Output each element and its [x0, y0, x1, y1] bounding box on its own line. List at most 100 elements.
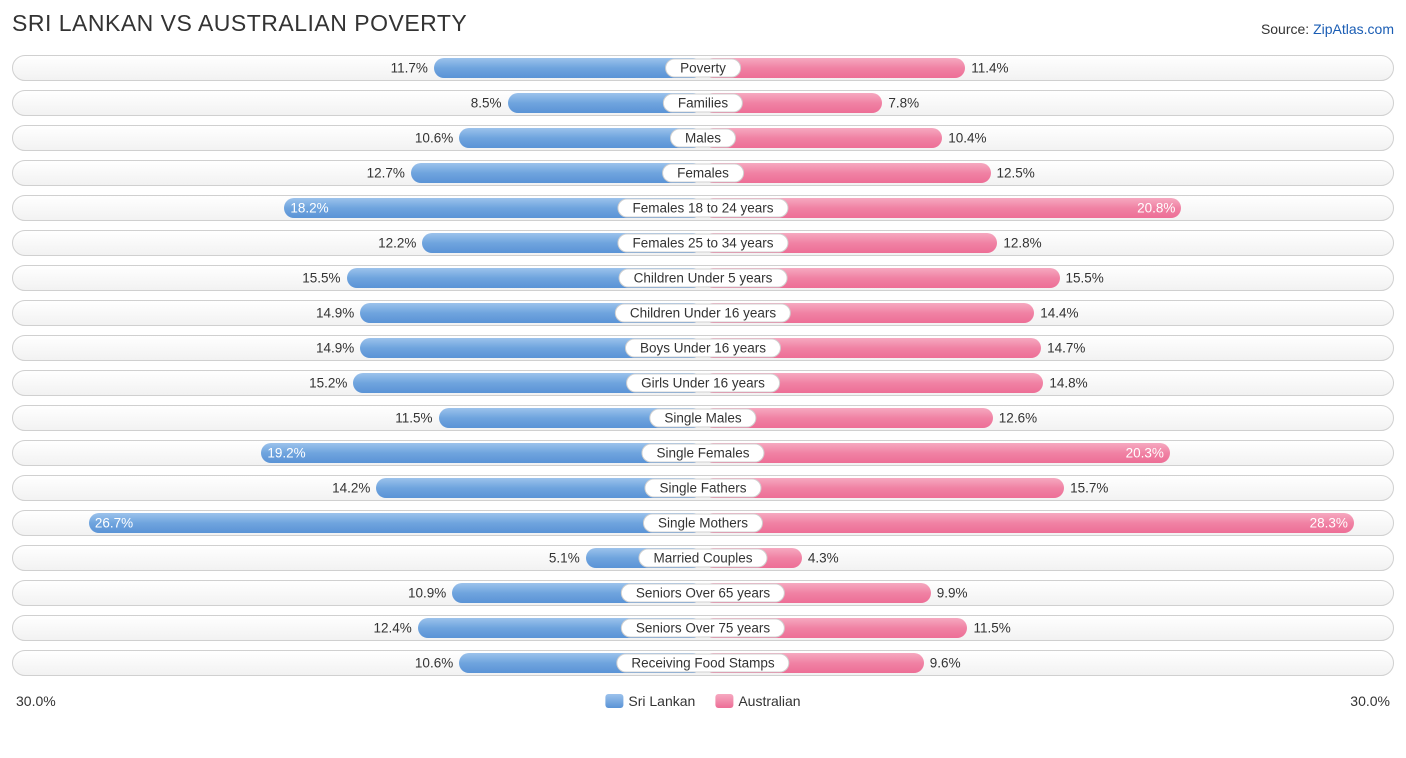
category-label: Married Couples: [638, 549, 767, 568]
legend-label-right: Australian: [738, 693, 800, 709]
diverging-bar-chart: 11.7%11.4%Poverty 8.5%7.8%Families 10.6% 10…: [12, 55, 1394, 676]
chart-source: Source: ZipAtlas.com: [1261, 21, 1394, 37]
value-right: 14.4%: [1040, 306, 1078, 321]
value-right: 15.5%: [1066, 271, 1104, 286]
track-right: 14.4%: [703, 303, 1393, 323]
value-right: 12.6%: [999, 411, 1037, 426]
track-right: 12.5%: [703, 163, 1393, 183]
track-left: 8.5%: [13, 93, 703, 113]
chart-row: 14.9% 14.4% Children Under 16 years: [12, 300, 1394, 326]
value-right: 9.9%: [937, 586, 968, 601]
chart-row: 15.5%15.5%Children Under 5 years: [12, 265, 1394, 291]
value-left: 10.6%: [415, 656, 453, 671]
track-left: 11.5%: [13, 408, 703, 428]
bar-right: 12.5%: [703, 163, 991, 183]
chart-row: 10.9% 9.9% Seniors Over 65 years: [12, 580, 1394, 606]
source-prefix: Source:: [1261, 21, 1313, 37]
track-left: 19.2%: [13, 443, 703, 463]
chart-row: 15.2% 14.8% Girls Under 16 years: [12, 370, 1394, 396]
category-label: Single Mothers: [643, 514, 763, 533]
category-label: Boys Under 16 years: [625, 339, 781, 358]
chart-row: 18.2%20.8%Females 18 to 24 years: [12, 195, 1394, 221]
track-left: 10.9%: [13, 583, 703, 603]
track-left: 18.2%: [13, 198, 703, 218]
category-label: Families: [663, 94, 743, 113]
category-label: Single Females: [641, 444, 764, 463]
source-link[interactable]: ZipAtlas.com: [1313, 21, 1394, 37]
chart-title: SRI LANKAN VS AUSTRALIAN POVERTY: [12, 10, 467, 37]
track-left: 14.9%: [13, 303, 703, 323]
track-right: 15.5%: [703, 268, 1393, 288]
track-left: 10.6%: [13, 128, 703, 148]
track-left: 5.1%: [13, 548, 703, 568]
track-right: 12.8%: [703, 233, 1393, 253]
value-right: 14.7%: [1047, 341, 1085, 356]
chart-row: 11.7%11.4%Poverty: [12, 55, 1394, 81]
bar-left: 26.7%: [89, 513, 703, 533]
bar-right: 11.4%: [703, 58, 965, 78]
value-right: 10.4%: [948, 131, 986, 146]
chart-legend: Sri Lankan Australian: [605, 693, 800, 709]
value-left: 11.7%: [391, 61, 428, 76]
track-left: 12.7%: [13, 163, 703, 183]
category-label: Single Males: [649, 409, 756, 428]
value-left: 12.4%: [374, 621, 412, 636]
chart-row: 11.5% 12.6% Single Males: [12, 405, 1394, 431]
track-left: 14.9%: [13, 338, 703, 358]
value-right: 20.8%: [1137, 201, 1175, 216]
track-right: 12.6%: [703, 408, 1393, 428]
bar-left: 11.7%: [434, 58, 703, 78]
chart-row: 10.6%9.6%Receiving Food Stamps: [12, 650, 1394, 676]
value-left: 5.1%: [549, 551, 580, 566]
bar-left: 12.7%: [411, 163, 703, 183]
value-right: 14.8%: [1049, 376, 1087, 391]
track-left: 15.2%: [13, 373, 703, 393]
bar-left: 19.2%: [261, 443, 703, 463]
track-right: 11.4%: [703, 58, 1393, 78]
track-left: 11.7%: [13, 58, 703, 78]
track-right: 28.3%: [703, 513, 1393, 533]
value-left: 26.7%: [95, 516, 133, 531]
value-left: 15.2%: [309, 376, 347, 391]
category-label: Females 25 to 34 years: [617, 234, 788, 253]
bar-left: 10.6%: [459, 128, 703, 148]
track-left: 15.5%: [13, 268, 703, 288]
chart-row: 12.2%12.8%Females 25 to 34 years: [12, 230, 1394, 256]
track-right: 11.5%: [703, 618, 1393, 638]
track-right: 20.8%: [703, 198, 1393, 218]
bar-right: 28.3%: [703, 513, 1354, 533]
value-right: 4.3%: [808, 551, 839, 566]
legend-label-left: Sri Lankan: [628, 693, 695, 709]
chart-row: 19.2%20.3%Single Females: [12, 440, 1394, 466]
track-right: 7.8%: [703, 93, 1393, 113]
legend-swatch-pink: [715, 694, 733, 708]
track-left: 14.2%: [13, 478, 703, 498]
value-right: 11.4%: [971, 61, 1008, 76]
track-left: 26.7%: [13, 513, 703, 533]
value-right: 28.3%: [1310, 516, 1348, 531]
category-label: Seniors Over 65 years: [621, 584, 785, 603]
legend-item-left: Sri Lankan: [605, 693, 695, 709]
value-left: 11.5%: [395, 411, 432, 426]
track-right: 14.8%: [703, 373, 1393, 393]
track-left: 10.6%: [13, 653, 703, 673]
legend-item-right: Australian: [715, 693, 800, 709]
chart-row: 8.5%7.8%Families: [12, 90, 1394, 116]
track-right: 20.3%: [703, 443, 1393, 463]
category-label: Single Fathers: [644, 479, 761, 498]
category-label: Males: [670, 129, 736, 148]
value-left: 14.2%: [332, 481, 370, 496]
value-right: 12.8%: [1003, 236, 1041, 251]
value-left: 14.9%: [316, 341, 354, 356]
axis-max-left: 30.0%: [16, 693, 56, 709]
value-left: 18.2%: [290, 201, 328, 216]
category-label: Children Under 16 years: [615, 304, 791, 323]
value-right: 9.6%: [930, 656, 961, 671]
legend-swatch-blue: [605, 694, 623, 708]
track-right: 9.6%: [703, 653, 1393, 673]
value-right: 11.5%: [973, 621, 1010, 636]
category-label: Females: [662, 164, 744, 183]
category-label: Girls Under 16 years: [626, 374, 780, 393]
track-right: 10.4%: [703, 128, 1393, 148]
track-right: 15.7%: [703, 478, 1393, 498]
